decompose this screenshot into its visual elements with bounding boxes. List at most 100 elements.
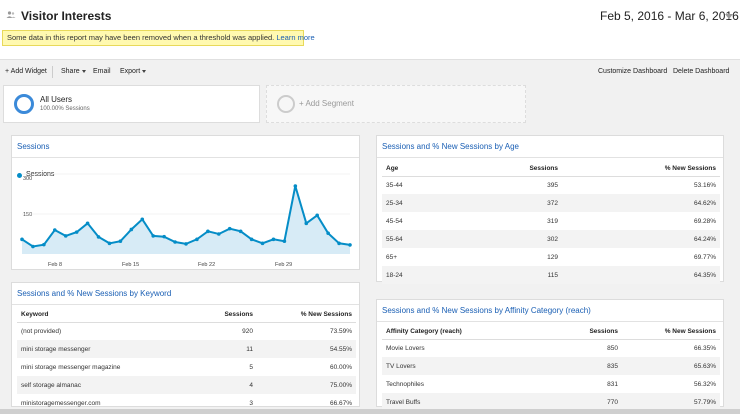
data-point[interactable] [282, 239, 287, 243]
data-point[interactable] [96, 235, 101, 239]
sessions-cell: 3 [249, 399, 253, 407]
data-point[interactable] [31, 244, 35, 249]
sessions-cell: 770 [542, 393, 622, 411]
add-segment-button[interactable]: + Add Segment [266, 85, 526, 123]
column-header[interactable]: Sessions [187, 307, 257, 323]
threshold-notice: Some data in this report may have been r… [2, 30, 315, 46]
column-header[interactable]: % New Sessions [622, 324, 720, 340]
learn-more-link[interactable]: Learn more [276, 33, 315, 42]
data-point[interactable] [293, 184, 298, 188]
data-point[interactable] [217, 232, 221, 236]
data-point[interactable] [20, 237, 24, 242]
new-sessions-cell: 54.55% [257, 340, 356, 358]
sessions-area [22, 186, 350, 254]
data-point[interactable] [85, 221, 90, 226]
age-table: Age Sessions % New Sessions 35-44 395 53.1… [382, 161, 720, 284]
new-sessions-cell: 69.77% [693, 253, 716, 261]
column-header[interactable]: % New Sessions [562, 161, 720, 177]
segment-all-users[interactable]: All Users 100.00% Sessions [3, 85, 260, 123]
row-label: 35-44 [386, 181, 403, 189]
data-point[interactable] [53, 228, 57, 232]
data-point[interactable] [227, 226, 232, 231]
new-sessions-cell: 66.67% [329, 399, 352, 407]
new-sessions-cell: 73.59% [329, 327, 352, 335]
sessions-cell: 4 [187, 376, 257, 394]
row-label: Movie Lovers [386, 344, 425, 352]
report-header: Visitor Interests Feb 5, 2016 - Mar 6, 2… [0, 0, 740, 58]
data-point[interactable] [162, 234, 166, 239]
data-point[interactable] [348, 243, 352, 247]
delete-dashboard-button[interactable]: Delete Dashboard [673, 68, 730, 75]
divider [377, 321, 723, 322]
data-point[interactable] [63, 234, 68, 238]
data-point[interactable] [271, 237, 276, 242]
y-tick-label: 300 [23, 176, 33, 182]
chevron-down-icon[interactable] [725, 14, 733, 19]
data-point[interactable] [304, 221, 309, 226]
column-header[interactable]: Sessions [542, 324, 622, 340]
data-point[interactable] [260, 241, 265, 246]
widget-title[interactable]: Sessions and % New Sessions by Age [382, 142, 519, 151]
sessions-cell: 835 [542, 357, 622, 375]
chevron-down-icon [81, 69, 86, 73]
data-point[interactable] [42, 242, 46, 247]
data-point[interactable] [151, 234, 155, 238]
data-point[interactable] [337, 241, 341, 246]
column-header[interactable]: Age [382, 161, 502, 177]
sessions-cell: 129 [547, 253, 558, 261]
widget-title[interactable]: Sessions and % New Sessions by Keyword [17, 289, 172, 298]
new-sessions-cell: 66.35% [693, 344, 716, 352]
column-header[interactable]: Sessions [502, 161, 562, 177]
data-point[interactable] [326, 231, 330, 235]
table-row: 65+ 129 69.77% [382, 248, 720, 266]
table-row: mini storage messenger magazine 5 60.00% [17, 358, 356, 376]
sessions-cell: 302 [502, 230, 562, 248]
new-sessions-cell: 64.24% [562, 230, 720, 248]
new-sessions-cell: 53.16% [693, 181, 716, 189]
sessions-cell: 5 [249, 363, 253, 371]
legend-label: Sessions [26, 171, 55, 178]
data-point[interactable] [184, 242, 188, 246]
sessions-cell: 372 [502, 194, 562, 212]
widget-title[interactable]: Sessions [17, 142, 50, 151]
data-point[interactable] [206, 229, 210, 234]
date-range-picker[interactable]: Feb 5, 2016 - Mar 6, 2016 [600, 9, 739, 23]
horizontal-scrollbar[interactable] [0, 409, 740, 414]
customize-dashboard-button[interactable]: Customize Dashboard [598, 68, 668, 75]
row-label: 45-54 [386, 217, 403, 225]
column-header[interactable]: % New Sessions [257, 307, 356, 323]
data-point[interactable] [74, 230, 79, 234]
affinity-table: Affinity Category (reach) Sessions % New… [382, 324, 720, 411]
data-point[interactable] [140, 217, 145, 222]
data-point[interactable] [195, 237, 199, 242]
export-menu[interactable]: Export [120, 68, 147, 75]
data-point[interactable] [118, 239, 123, 243]
new-sessions-cell: 56.32% [693, 380, 716, 388]
data-point[interactable] [249, 237, 254, 242]
widget-title[interactable]: Sessions and % New Sessions by Affinity … [382, 306, 591, 315]
column-header[interactable]: Keyword [17, 307, 187, 323]
data-point[interactable] [315, 213, 320, 218]
new-sessions-cell: 64.62% [562, 194, 720, 212]
data-point[interactable] [107, 241, 112, 246]
notice-text: Some data in this report may have been r… [7, 33, 275, 42]
new-sessions-cell: 60.00% [329, 363, 352, 371]
row-label: (not provided) [21, 327, 62, 335]
share-menu[interactable]: Share [61, 68, 86, 75]
table-row: Technophiles 831 56.32% [382, 375, 720, 393]
segment-ring-icon [14, 94, 34, 114]
divider [377, 157, 723, 158]
sessions-cell: 920 [242, 327, 253, 335]
sessions-widget: Sessions Sessions 300 150 Feb 8 Feb 15 F… [11, 135, 360, 270]
table-row: 35-44 395 53.16% [382, 176, 720, 194]
table-row: 55-64 302 64.24% [382, 230, 720, 248]
add-widget-button[interactable]: + Add Widget [5, 68, 47, 75]
age-widget: Sessions and % New Sessions by Age Age S… [376, 135, 724, 284]
data-point[interactable] [129, 227, 134, 232]
data-point[interactable] [238, 229, 243, 234]
data-point[interactable] [173, 240, 177, 244]
column-header[interactable]: Affinity Category (reach) [382, 324, 542, 340]
row-label: Travel Buffs [382, 393, 542, 411]
email-button[interactable]: Email [93, 68, 111, 75]
table-row: 25-34 372 64.62% [382, 194, 720, 212]
